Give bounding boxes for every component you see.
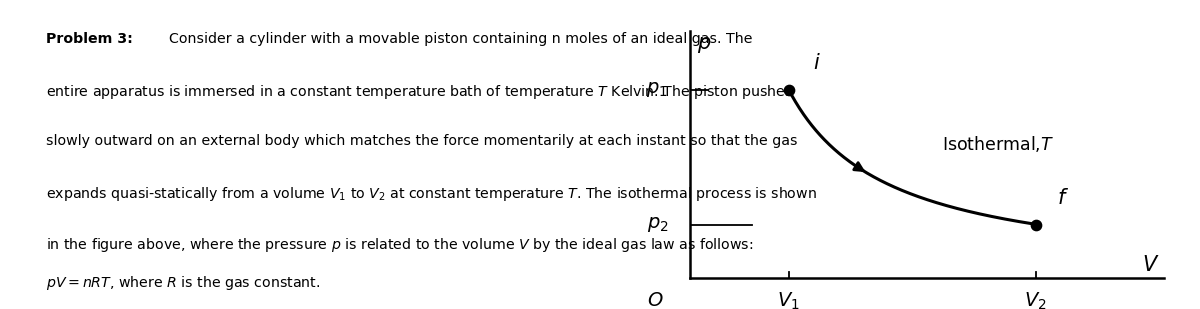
Text: $f$: $f$	[1057, 188, 1069, 208]
Text: $i$: $i$	[812, 53, 821, 73]
Text: in the figure above, where the pressure $p$ is related to the volume $V$ by the : in the figure above, where the pressure …	[46, 236, 752, 254]
Point	[1026, 222, 1045, 227]
Text: $p$: $p$	[697, 35, 712, 55]
Text: $pV = nRT$, where $R$ is the gas constant.: $pV = nRT$, where $R$ is the gas constan…	[46, 274, 319, 292]
Text: $p_2$: $p_2$	[647, 215, 668, 234]
Text: $V$: $V$	[1141, 255, 1159, 275]
Text: entire apparatus is immersed in a constant temperature bath of temperature $T$ K: entire apparatus is immersed in a consta…	[46, 83, 793, 101]
Point	[779, 87, 798, 92]
Text: Problem 3:: Problem 3:	[46, 32, 132, 46]
Text: slowly outward on an external body which matches the force momentarily at each i: slowly outward on an external body which…	[46, 134, 797, 148]
Text: expands quasi-statically from a volume $V_1$ to $V_2$ at constant temperature $T: expands quasi-statically from a volume $…	[46, 185, 816, 203]
Text: Isothermal,$T$: Isothermal,$T$	[942, 134, 1054, 154]
Text: $V_2$: $V_2$	[1025, 291, 1046, 309]
Text: Consider a cylinder with a movable piston containing n moles of an ideal gas. Th: Consider a cylinder with a movable pisto…	[160, 32, 752, 46]
Text: $V_1$: $V_1$	[778, 291, 800, 309]
Text: $p_1$: $p_1$	[647, 80, 668, 99]
Text: $O$: $O$	[647, 291, 664, 309]
